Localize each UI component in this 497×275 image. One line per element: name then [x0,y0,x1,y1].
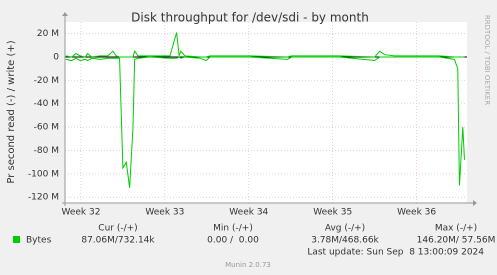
x-axis-arrow [473,200,477,206]
summary-value: 0.00 / 0.00 [207,236,259,246]
y-tick-label: 20 M [37,29,59,39]
footer: Munin 2.0.73 [225,261,271,269]
chart-title: Disk throughput for /dev/sdi - by month [131,11,369,25]
summary-value: 146.20M/ 57.56M [417,236,496,246]
legend-label: Bytes [26,236,52,246]
y-axis-arrow [62,12,68,16]
x-tick-label: Week 36 [397,208,436,218]
y-axis-label: Pr second read (-) / write (+) [6,40,17,183]
summary-header: Avg (-/+) [325,224,365,234]
last-update: Last update: Sun Sep 8 13:00:09 2024 [307,248,484,258]
y-tick-label: -60 M [34,123,59,133]
y-tick-label: -120 M [28,193,59,203]
plot-area [65,22,467,203]
summary-header: Cur (-/+) [98,224,137,234]
y-tick-label: -40 M [34,99,59,109]
data-line [65,56,465,188]
x-tick-label: Week 32 [61,208,100,218]
side-text: RRDTOOL / TOBI OETIKER [483,15,491,105]
x-tick-label: Week 34 [229,208,268,218]
summary-header: Max (-/+) [435,224,477,234]
y-tick-label: -20 M [34,76,59,86]
legend-swatch [13,236,20,243]
x-tick-label: Week 35 [313,208,352,218]
summary-header: Min (-/+) [213,224,253,234]
summary-value: 87.06M/732.14k [81,236,155,246]
summary-value: 3.78M/468.66k [311,236,379,246]
y-tick-label: -100 M [28,169,59,179]
y-tick-label: -80 M [34,146,59,156]
data-line [65,32,465,58]
y-tick-label: 0 [53,53,59,63]
x-tick-label: Week 33 [145,208,184,218]
